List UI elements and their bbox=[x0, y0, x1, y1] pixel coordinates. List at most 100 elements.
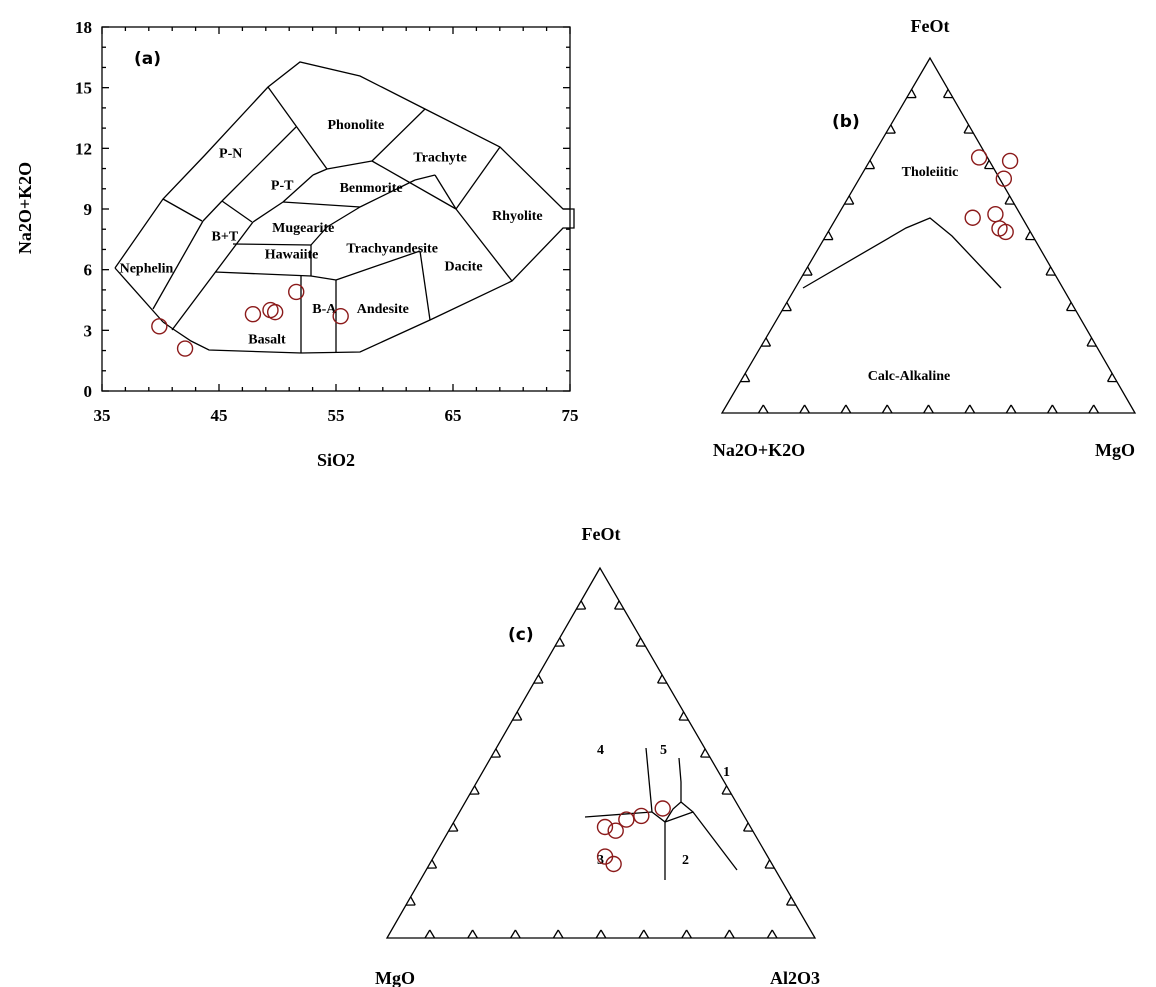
field-label: Hawaiite bbox=[265, 247, 319, 262]
ternary-tick bbox=[848, 195, 855, 205]
field-label: Basalt bbox=[248, 332, 286, 347]
ternary-tick bbox=[600, 929, 607, 939]
ternary-tick bbox=[452, 822, 459, 832]
ternary-tick bbox=[681, 929, 688, 939]
ternary-tick bbox=[786, 302, 792, 311]
ternary-tick bbox=[510, 929, 516, 939]
ternary-tick bbox=[963, 124, 970, 134]
tas-line bbox=[326, 206, 361, 228]
panel-label-a: (a) bbox=[134, 49, 161, 69]
x-tick-label: 55 bbox=[328, 406, 345, 425]
data-point bbox=[970, 149, 988, 166]
tholeiitic-calc-alkaline-divider bbox=[802, 217, 1002, 289]
ternary-tick bbox=[1010, 404, 1017, 414]
sample-points-c bbox=[596, 800, 671, 873]
tas-line bbox=[214, 271, 312, 277]
panel-b-afm-ternary: Tholeiitic Calc-Alkaline (b) FeOt Na2O+K… bbox=[713, 16, 1137, 460]
data-point bbox=[266, 303, 284, 321]
ternary-tick bbox=[614, 600, 620, 610]
ternary-tick bbox=[700, 748, 706, 758]
ternary-tick bbox=[764, 859, 771, 869]
field-line bbox=[680, 801, 694, 813]
ternary-tick bbox=[886, 404, 893, 414]
tas-line bbox=[221, 200, 253, 223]
tas-line bbox=[419, 250, 431, 321]
ternary-tick bbox=[686, 929, 692, 939]
ternary-tick bbox=[964, 404, 971, 414]
x-tick-label: 75 bbox=[562, 406, 579, 425]
ternary-tick bbox=[1066, 302, 1072, 311]
y-tick-label: 6 bbox=[84, 261, 93, 280]
tas-boundary-outline bbox=[114, 61, 575, 354]
ternary-tick bbox=[516, 711, 523, 721]
tas-line bbox=[282, 201, 361, 208]
ternary-tick bbox=[1093, 404, 1100, 414]
tick-marks-a bbox=[101, 26, 571, 392]
field-boundary-lines-c bbox=[584, 747, 738, 880]
ternary-tick bbox=[559, 637, 565, 647]
panel-label-b: (b) bbox=[832, 112, 860, 132]
tas-line bbox=[267, 86, 328, 170]
ternary-tick bbox=[495, 748, 502, 758]
apex-label-top-b: FeOt bbox=[911, 16, 950, 36]
ternary-tick bbox=[1025, 231, 1031, 240]
field-labels-a: Nephelin B+T P-N P-T Phonolite Trachyte Benmor… bbox=[120, 118, 543, 347]
field-line bbox=[645, 747, 666, 880]
y-tick-label: 12 bbox=[75, 139, 92, 158]
ternary-tick bbox=[890, 124, 896, 134]
ternary-tick bbox=[786, 896, 792, 906]
data-point bbox=[654, 800, 671, 817]
ternary-tick bbox=[1107, 373, 1113, 382]
x-tick-label: 65 bbox=[445, 406, 462, 425]
tick-labels-a: 35 45 55 65 75 0 3 6 9 12 15 18 bbox=[75, 18, 579, 425]
field-label: P-T bbox=[271, 179, 294, 194]
data-point bbox=[987, 205, 1004, 223]
ternary-tick bbox=[765, 337, 772, 347]
ternary-tick bbox=[552, 929, 559, 939]
ternary-tick bbox=[1088, 404, 1095, 414]
classification-field-lines-a bbox=[114, 61, 575, 354]
apex-label-right-b: MgO bbox=[1095, 440, 1135, 460]
field-line bbox=[664, 757, 682, 823]
data-point bbox=[618, 811, 635, 828]
ternary-tick bbox=[927, 404, 934, 414]
ternary-tick bbox=[743, 822, 749, 832]
data-point bbox=[151, 318, 168, 335]
data-point bbox=[244, 305, 262, 323]
ternary-tick bbox=[799, 404, 806, 414]
tas-line bbox=[371, 108, 426, 162]
tas-line bbox=[414, 174, 436, 181]
ternary-tick bbox=[431, 859, 438, 869]
x-tick-label: 35 bbox=[94, 406, 111, 425]
y-tick-label: 18 bbox=[75, 18, 92, 37]
panel-a-tas-diagram: 35 45 55 65 75 0 3 6 9 12 15 18 bbox=[15, 18, 579, 470]
ternary-tick bbox=[429, 929, 436, 939]
x-tick-label: 45 bbox=[211, 406, 228, 425]
field-label: Mugearite bbox=[272, 221, 334, 236]
tas-line bbox=[202, 200, 223, 222]
field-label: Andesite bbox=[357, 302, 409, 317]
ternary-tick bbox=[724, 929, 730, 939]
ternary-tick bbox=[657, 674, 663, 684]
ternary-tick bbox=[1051, 404, 1058, 414]
tas-line bbox=[221, 126, 297, 202]
y-axis-title-a: Na2O+K2O bbox=[15, 162, 35, 254]
data-point bbox=[1001, 152, 1019, 170]
ternary-triangle-c bbox=[385, 566, 817, 939]
ternary-tick bbox=[643, 929, 650, 939]
ternary-tick bbox=[911, 89, 917, 98]
field-label-tholeiitic: Tholeiitic bbox=[902, 165, 959, 180]
ternary-tick bbox=[424, 929, 431, 939]
ternary-tick bbox=[1005, 404, 1012, 414]
panel-label-c: (c) bbox=[508, 625, 534, 645]
ternary-tick bbox=[827, 231, 834, 240]
y-tick-label: 15 bbox=[75, 79, 92, 98]
field-line bbox=[664, 811, 738, 871]
data-point bbox=[964, 209, 981, 226]
tick-marks-c bbox=[405, 600, 796, 939]
ternary-tick bbox=[807, 266, 813, 276]
ternary-tick bbox=[969, 404, 976, 414]
field-label: Phonolite bbox=[327, 118, 384, 133]
field-line bbox=[584, 811, 653, 818]
ternary-tick bbox=[840, 404, 847, 414]
